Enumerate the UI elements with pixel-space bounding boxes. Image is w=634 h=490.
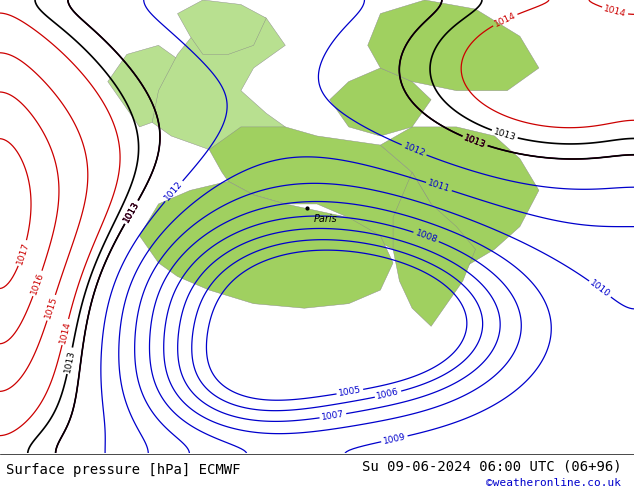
Polygon shape (209, 127, 431, 249)
Polygon shape (139, 181, 393, 308)
Text: 1013: 1013 (122, 200, 141, 224)
Text: 1010: 1010 (588, 278, 612, 299)
Text: 1011: 1011 (427, 179, 451, 195)
Polygon shape (330, 68, 431, 136)
Text: Su 09-06-2024 06:00 UTC (06+96): Su 09-06-2024 06:00 UTC (06+96) (361, 459, 621, 473)
Text: 1016: 1016 (30, 271, 46, 296)
Text: 1013: 1013 (463, 133, 488, 149)
Text: 1006: 1006 (376, 388, 400, 401)
Polygon shape (108, 46, 184, 127)
Text: Surface pressure [hPa] ECMWF: Surface pressure [hPa] ECMWF (6, 463, 241, 477)
Text: 1014: 1014 (58, 320, 72, 344)
Text: Paris: Paris (314, 214, 337, 224)
Text: 1012: 1012 (402, 142, 426, 159)
Text: 1012: 1012 (163, 179, 184, 203)
Text: 1017: 1017 (15, 241, 30, 266)
Text: 1014: 1014 (603, 4, 627, 19)
Text: 1013: 1013 (493, 127, 517, 142)
Text: 1007: 1007 (321, 410, 345, 422)
Text: 1013: 1013 (122, 200, 141, 224)
Text: ©weatheronline.co.uk: ©weatheronline.co.uk (486, 478, 621, 488)
Polygon shape (380, 127, 539, 272)
Polygon shape (178, 0, 266, 54)
Text: 1013: 1013 (463, 133, 488, 149)
Text: 1013: 1013 (63, 348, 77, 373)
Text: 1013: 1013 (122, 200, 141, 224)
Text: 1005: 1005 (338, 385, 362, 398)
Text: 1014: 1014 (493, 11, 517, 28)
Text: 1013: 1013 (463, 133, 488, 149)
Polygon shape (393, 172, 476, 326)
Text: 1008: 1008 (414, 228, 439, 245)
Polygon shape (368, 0, 539, 91)
Polygon shape (152, 9, 285, 154)
Text: 1009: 1009 (382, 432, 406, 446)
Text: 1015: 1015 (43, 295, 59, 320)
